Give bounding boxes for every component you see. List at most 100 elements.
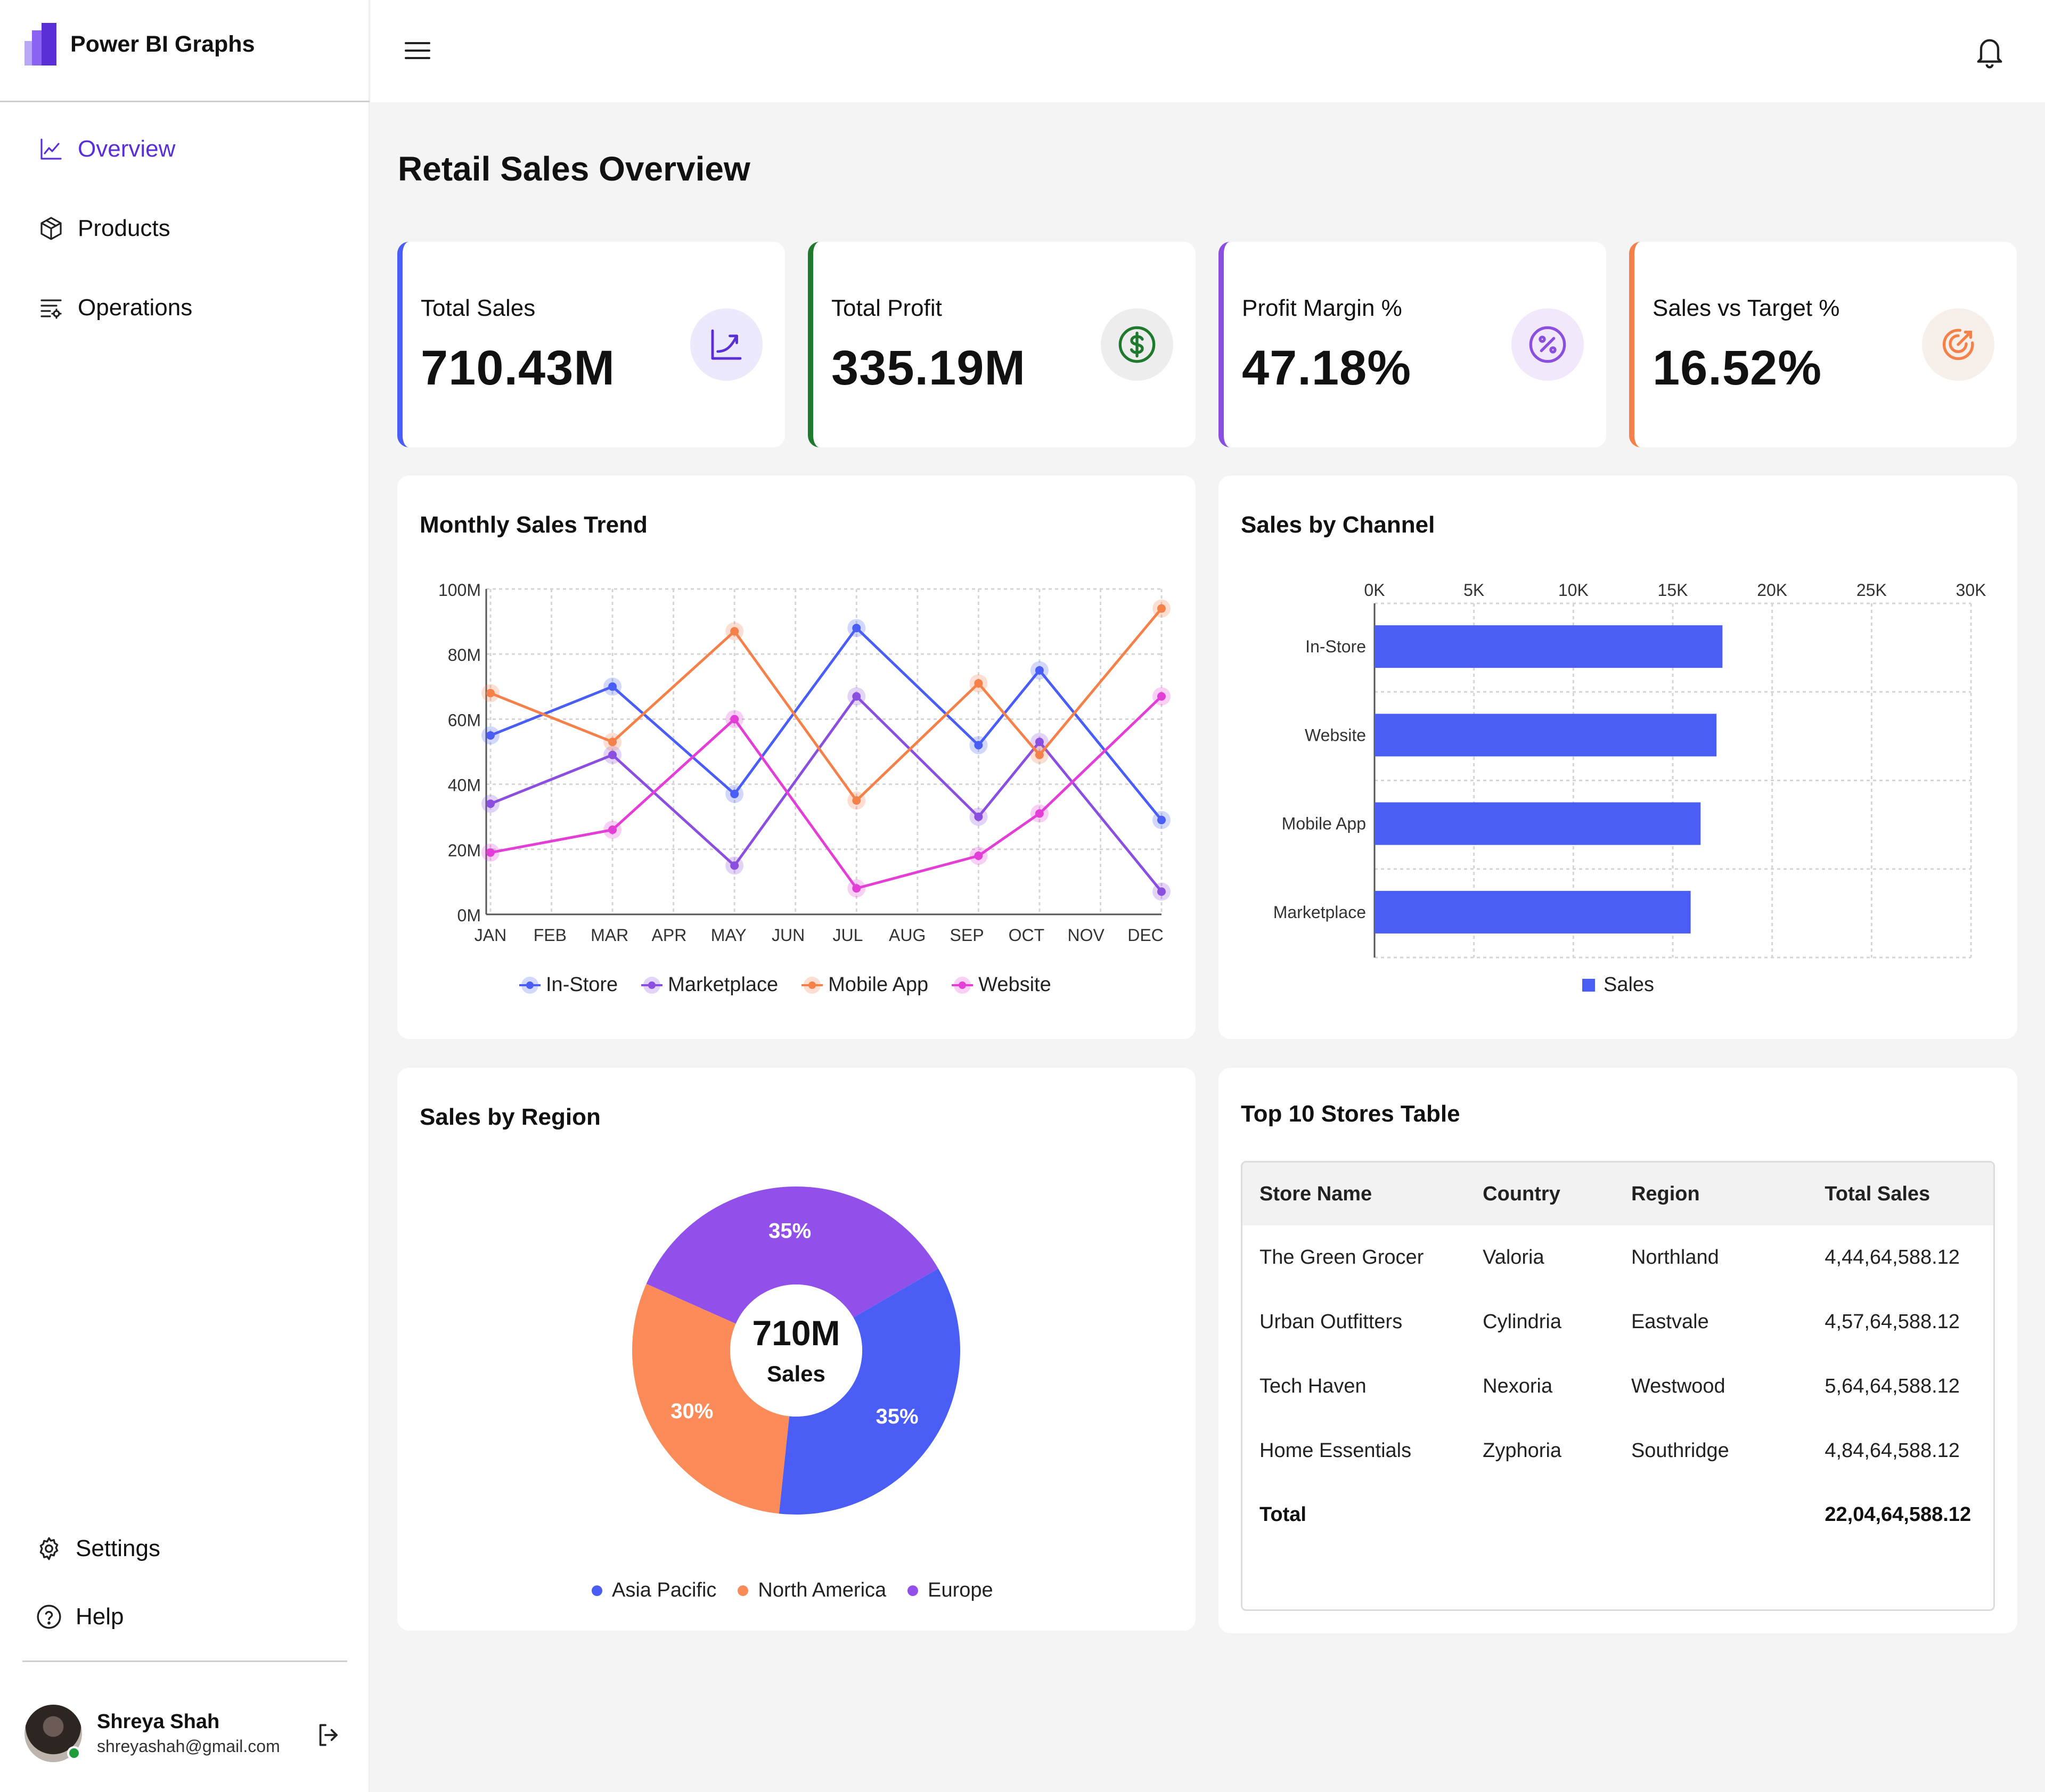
kpi-label: Sales vs Target %	[1653, 295, 1840, 321]
sidebar-bottom-nav: Settings Help	[33, 1527, 353, 1664]
data-point	[1035, 750, 1044, 759]
table-cell: 4,57,64,588.12	[1825, 1311, 1960, 1333]
donut-chart-legend: Asia Pacific North America Europe	[592, 1579, 993, 1602]
donut-center-value: 710M	[752, 1313, 840, 1353]
legend-item[interactable]: Sales	[1582, 973, 1654, 996]
data-point	[1035, 809, 1044, 818]
user-name: Shreya Shah	[97, 1711, 220, 1733]
sidebar-item-overview[interactable]: Overview	[35, 128, 355, 170]
y-tick-label: 60M	[448, 710, 481, 730]
legend-item[interactable]: Asia Pacific	[592, 1579, 716, 1602]
data-point	[974, 679, 983, 688]
user-profile: Shreya Shah shreyashah@gmail.com	[24, 1704, 349, 1763]
x-tick-label: JUN	[772, 926, 805, 945]
table-row[interactable]: The Green Grocer Valoria Northland 4,44,…	[1242, 1225, 1993, 1290]
line-chart-icon	[35, 133, 67, 165]
data-point	[486, 731, 495, 740]
sidebar-item-label: Products	[78, 215, 170, 241]
table-cell: Cylindria	[1483, 1311, 1561, 1333]
legend-label: In-Store	[546, 973, 618, 996]
series-line-website	[490, 695, 1163, 890]
sidebar-item-settings[interactable]: Settings	[33, 1527, 353, 1570]
legend-marker-icon	[1582, 978, 1595, 992]
legend-marker-icon	[519, 976, 541, 994]
panel-title: Sales by Channel	[1241, 512, 1435, 538]
x-tick-label: AUG	[889, 926, 926, 945]
legend-item[interactable]: Marketplace	[639, 973, 778, 996]
kpi-card-sales-vs-target: Sales vs Target % 16.52%	[1629, 242, 2017, 447]
column-header[interactable]: Country	[1483, 1182, 1560, 1205]
legend-label: Sales	[1604, 973, 1655, 996]
menu-icon[interactable]	[403, 37, 432, 64]
kpi-value: 710.43M	[421, 341, 616, 395]
sidebar-nav: Overview Products Operations	[35, 128, 355, 366]
x-tick-label: 20K	[1757, 580, 1787, 600]
data-point	[608, 825, 617, 834]
column-header[interactable]: Region	[1631, 1182, 1700, 1205]
table-row[interactable]: Home Essentials Zyphoria Southridge 4,84…	[1242, 1419, 1993, 1483]
legend-marker-icon	[738, 1585, 749, 1596]
slice-asia-pacific	[779, 1269, 960, 1515]
y-tick-label: Marketplace	[1273, 903, 1366, 922]
data-point	[730, 861, 739, 870]
kpi-value: 335.19M	[831, 341, 1026, 395]
table-header: Store Name Country Region Total Sales	[1242, 1163, 1993, 1225]
logout-icon[interactable]	[314, 1720, 344, 1750]
sidebar-item-label: Operations	[78, 294, 193, 321]
donut-chart: 35% 30% 35% 710M Sales	[632, 1187, 960, 1515]
slice-label: 35%	[876, 1405, 919, 1428]
avatar[interactable]	[24, 1705, 82, 1762]
brand[interactable]: Power BI Graphs	[24, 21, 255, 67]
table-row[interactable]: Tech Haven Nexoria Westwood 5,64,64,588.…	[1242, 1354, 1993, 1419]
notification-bell-icon[interactable]	[1973, 33, 2007, 70]
x-tick-label: MAY	[711, 926, 747, 945]
kpi-card-total-sales: Total Sales 710.43M	[397, 242, 785, 447]
column-header[interactable]: Store Name	[1259, 1182, 1372, 1205]
kpi-value: 16.52%	[1653, 341, 1822, 395]
kpi-label: Total Sales	[421, 295, 536, 321]
y-tick-label: In-Store	[1305, 637, 1366, 656]
brand-title: Power BI Graphs	[70, 31, 255, 57]
slice-label: 30%	[670, 1400, 713, 1423]
data-point	[1157, 815, 1166, 824]
divider	[0, 101, 370, 102]
legend-item[interactable]: Mobile App	[799, 973, 928, 996]
legend-item[interactable]: Europe	[907, 1579, 993, 1602]
total-value: 22,04,64,588.12	[1825, 1503, 1972, 1526]
y-tick-label: 80M	[448, 645, 481, 665]
line-chart: 0M 20M 40M 60M 80M 100M JAN FEB MAR APR MAY JUN JUL A…	[438, 580, 1171, 945]
donut-hole	[730, 1284, 862, 1417]
legend-marker-icon	[641, 976, 663, 994]
data-point	[730, 789, 739, 798]
bar-website	[1375, 714, 1717, 757]
bar-in-store	[1375, 625, 1723, 668]
y-tick-label: 0M	[457, 906, 481, 925]
data-point	[1035, 738, 1044, 747]
legend-label: North America	[758, 1579, 887, 1601]
sidebar-item-help[interactable]: Help	[33, 1595, 353, 1638]
slice-north-america	[632, 1283, 790, 1514]
y-tick-label: Website	[1305, 725, 1366, 744]
table-cell: Valoria	[1483, 1246, 1544, 1269]
sidebar-item-label: Overview	[78, 136, 176, 162]
sidebar-item-products[interactable]: Products	[35, 207, 355, 250]
table-cell: Tech Haven	[1259, 1375, 1367, 1397]
bar-chart-legend: Sales	[1582, 973, 1654, 996]
online-status-dot	[67, 1746, 81, 1760]
y-tick-label: Mobile App	[1282, 814, 1366, 833]
sidebar-item-operations[interactable]: Operations	[35, 287, 355, 329]
sidebar: Power BI Graphs Overview Products Operat…	[0, 0, 370, 1792]
kpi-value: 47.18%	[1242, 341, 1412, 395]
legend-item[interactable]: North America	[738, 1579, 886, 1602]
data-point	[730, 715, 739, 724]
legend-item[interactable]: In-Store	[517, 973, 618, 996]
column-header[interactable]: Total Sales	[1825, 1182, 1931, 1205]
donut-center-label: Sales	[767, 1361, 825, 1386]
panel-title: Top 10 Stores Table	[1241, 1101, 1460, 1127]
table-row[interactable]: Urban Outfitters Cylindria Eastvale 4,57…	[1242, 1290, 1993, 1354]
divider	[22, 1660, 347, 1662]
legend-item[interactable]: Website	[950, 973, 1051, 996]
box-icon	[35, 212, 67, 244]
y-tick-label: 20M	[448, 841, 481, 860]
kpi-label: Profit Margin %	[1242, 295, 1402, 321]
